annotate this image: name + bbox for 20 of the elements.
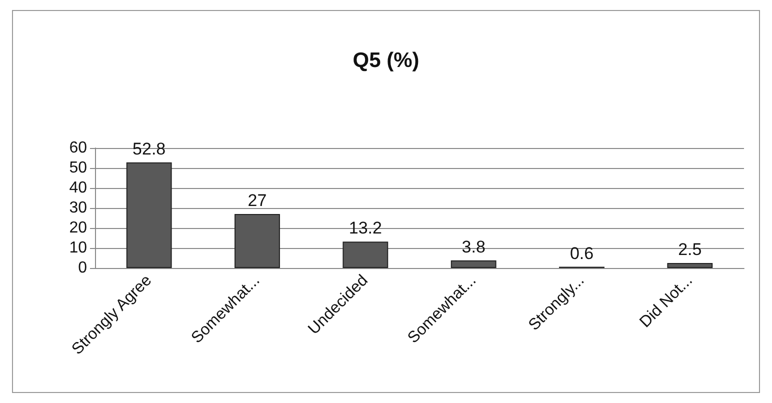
y-tick-label: 0 [78,260,88,276]
y-tick-label: 60 [69,140,88,156]
bar [342,242,388,268]
chart-title: Q5 (%) [352,49,420,72]
data-label: 2.5 [678,240,702,259]
data-label: 3.8 [462,237,486,256]
data-label: 27 [248,191,267,210]
data-label: 0.6 [570,244,594,263]
y-tick-label: 30 [69,200,88,216]
y-tick-label: 20 [69,220,88,236]
y-tick-label: 50 [69,160,88,176]
x-tick-label: Did Not... [636,272,696,332]
bar [450,260,496,268]
bar [234,214,280,268]
y-tick-label: 40 [69,180,88,196]
bar [126,162,172,268]
y-tick-label: 10 [69,240,88,256]
bar [667,263,713,268]
data-label: 13.2 [348,218,382,238]
data-label: 52.8 [132,139,166,158]
